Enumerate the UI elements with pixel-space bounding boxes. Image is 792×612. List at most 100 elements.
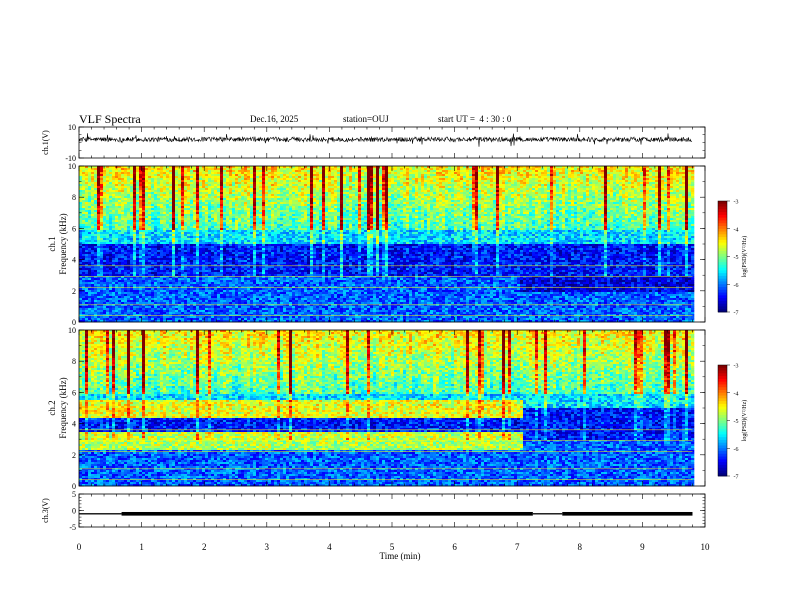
spectrogram-cell xyxy=(103,302,106,304)
spectrogram-cell xyxy=(79,280,82,282)
spectrogram-cell xyxy=(121,268,124,270)
spectrogram-cell xyxy=(79,272,82,274)
spectrogram-cell xyxy=(91,228,94,230)
spectrogram-cell xyxy=(118,220,121,222)
spectrogram-cell xyxy=(100,294,103,296)
spectrogram-cell xyxy=(88,266,91,268)
spectrogram-cell xyxy=(100,240,103,242)
spectrogram-cell xyxy=(79,238,82,240)
spectrogram-cell xyxy=(85,244,88,246)
spectrogram-cell xyxy=(94,302,97,304)
spectrogram-cell xyxy=(91,170,94,172)
spectrogram-cell xyxy=(82,184,85,186)
spectrogram-cell xyxy=(88,224,91,226)
spectrogram-cell xyxy=(100,230,103,232)
spectrogram-cell xyxy=(115,242,118,244)
spectrogram-cell xyxy=(79,268,82,270)
spectrogram-cell xyxy=(115,272,118,274)
spectrogram-cell xyxy=(106,184,109,186)
spectrogram-cell xyxy=(121,306,124,308)
spectrogram-cell xyxy=(112,210,115,212)
spectrogram-cell xyxy=(91,216,94,218)
spectrogram-cell xyxy=(85,202,88,204)
spectrogram-cell xyxy=(82,258,85,260)
spectrogram-cell xyxy=(91,224,94,226)
spectrogram-cell xyxy=(106,318,109,320)
spectrogram-cell xyxy=(109,178,112,180)
spectrogram-cell xyxy=(94,198,97,200)
spectrogram-cell xyxy=(97,242,100,244)
spectrogram-cell xyxy=(115,190,118,192)
spectrogram-cell xyxy=(85,208,88,210)
spectrogram-cell xyxy=(124,276,127,278)
spectrogram-cell xyxy=(118,178,121,180)
spectrogram-cell xyxy=(82,270,85,272)
spectrogram-cell xyxy=(85,308,88,310)
spectrogram-cell xyxy=(103,224,106,226)
spectrogram-cell xyxy=(82,312,85,314)
spectrogram-cell xyxy=(109,252,112,254)
spectrogram-cell xyxy=(109,300,112,302)
spectrogram-cell xyxy=(100,246,103,248)
spectrogram-cell xyxy=(94,234,97,236)
spectrogram-cell xyxy=(115,178,118,180)
spectrogram-cell xyxy=(118,168,121,170)
spectrogram-cell xyxy=(91,310,94,312)
spectrogram-cell xyxy=(79,198,82,200)
spectrogram-cell xyxy=(112,298,115,300)
spectrogram-cell xyxy=(124,196,127,198)
spectrogram-cell xyxy=(100,178,103,180)
spectrogram-cell xyxy=(94,312,97,314)
spectrogram-cell xyxy=(124,234,127,236)
spectrogram-cell xyxy=(106,290,109,292)
spectrogram-cell xyxy=(115,262,118,264)
spectrogram-cell xyxy=(106,188,109,190)
spectrogram-cell xyxy=(115,270,118,272)
spectrogram-cell xyxy=(115,274,118,276)
spectrogram-cell xyxy=(127,192,130,194)
spectrogram-cell xyxy=(100,250,103,252)
spectrogram-cell xyxy=(118,258,121,260)
spectrogram-cell xyxy=(91,262,94,264)
spectrogram-cell xyxy=(112,230,115,232)
spectrogram-cell xyxy=(124,262,127,264)
spectrogram-cell xyxy=(124,300,127,302)
spectrogram-cell xyxy=(115,174,118,176)
spectrogram-cell xyxy=(121,208,124,210)
spectrogram-cell xyxy=(124,266,127,268)
spectrogram-cell xyxy=(106,286,109,288)
spectrogram-cell xyxy=(97,250,100,252)
spectrogram-cell xyxy=(121,286,124,288)
spectrogram-cell xyxy=(97,258,100,260)
spectrogram-cell xyxy=(97,256,100,258)
spectrogram-cell xyxy=(121,250,124,252)
spectrogram-cell xyxy=(109,210,112,212)
spectrogram-cell xyxy=(91,258,94,260)
spectrogram-cell xyxy=(100,212,103,214)
spectrogram-cell xyxy=(115,198,118,200)
spectrogram-cell xyxy=(91,294,94,296)
spectrogram-cell xyxy=(94,170,97,172)
spectrogram-cell xyxy=(88,168,91,170)
spectrogram-cell xyxy=(121,170,124,172)
spectrogram-cell xyxy=(94,196,97,198)
spectrogram-cell xyxy=(109,234,112,236)
spectrogram-cell xyxy=(82,220,85,222)
spectrogram-cell xyxy=(91,274,94,276)
spectrogram-cell xyxy=(79,206,82,208)
spectrogram-cell xyxy=(79,290,82,292)
spectrogram-cell xyxy=(106,316,109,318)
spectrogram-cell xyxy=(79,298,82,300)
spectrogram-cell xyxy=(109,270,112,272)
spectrogram-cell xyxy=(124,222,127,224)
spectrogram-cell xyxy=(118,188,121,190)
spectrogram-cell xyxy=(97,298,100,300)
spectrogram-cell xyxy=(124,220,127,222)
spectrogram-cell xyxy=(109,282,112,284)
spectrogram-cell xyxy=(112,226,115,228)
spectrogram-cell xyxy=(118,184,121,186)
spectrogram-cell xyxy=(118,230,121,232)
spectrogram-cell xyxy=(88,280,91,282)
spectrogram-cell xyxy=(112,188,115,190)
spectrogram-cell xyxy=(118,212,121,214)
